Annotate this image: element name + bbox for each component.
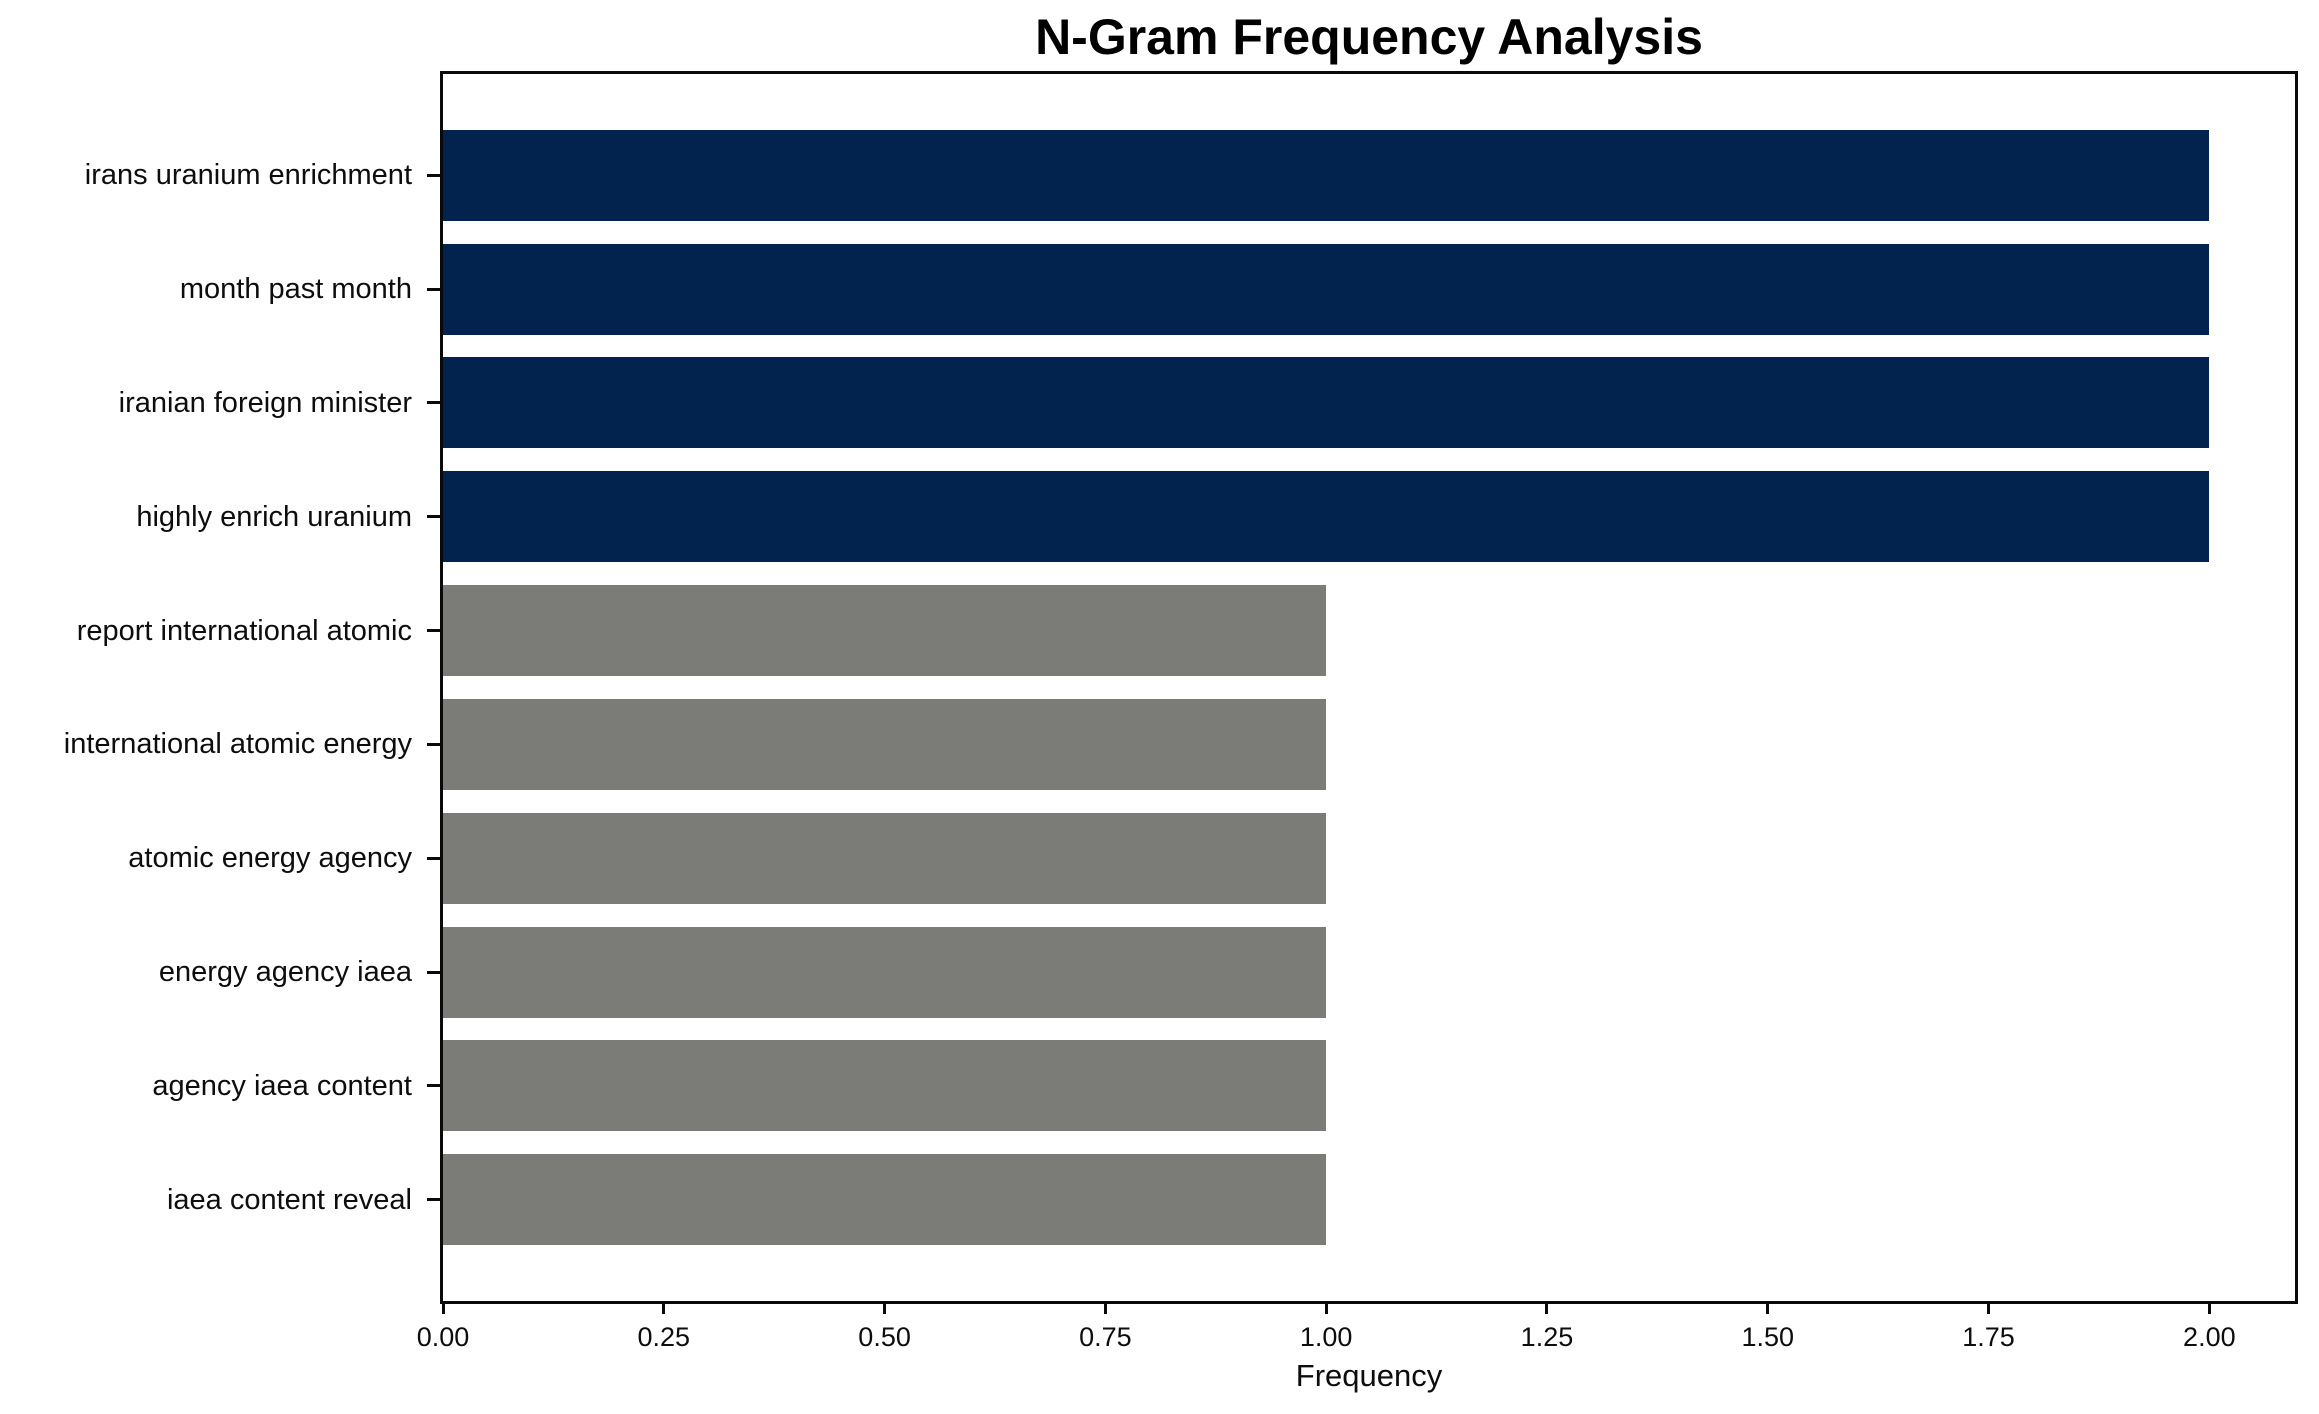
y-tick [427,1084,440,1088]
x-tick [1545,1301,1549,1314]
y-tick [427,401,440,405]
y-tick-label: international atomic energy [63,728,412,761]
bar-irans-uranium-enrichment [443,129,2210,221]
x-axis-label: Frequency [1295,1358,1443,1393]
bar-highly-enrich-uranium [443,471,2210,563]
bar-energy-agency-iaea [443,926,1327,1018]
x-tick [883,1301,887,1314]
y-tick [427,742,440,746]
bar-atomic-energy-agency [443,812,1327,904]
x-tick [662,1301,666,1314]
x-tick [1324,1301,1328,1314]
x-tick-label: 0.00 [416,1322,470,1352]
y-tick [427,515,440,519]
chart-title: N-Gram Frequency Analysis [1035,9,1703,65]
x-tick [2207,1301,2211,1314]
x-tick-label: 0.75 [1079,1322,1132,1352]
x-tick-label: 0.50 [858,1322,911,1352]
y-tick [427,1198,440,1202]
y-tick-label: irans uranium enrichment [84,159,412,192]
bar-report-international-atomic [443,585,1327,677]
bar-month-past-month [443,243,2210,335]
bar-international-atomic-energy [443,698,1327,790]
bar-agency-iaea-content [443,1040,1327,1132]
y-tick-label: atomic energy agency [128,842,412,875]
x-tick-label: 0.25 [637,1322,691,1352]
y-tick [427,970,440,974]
y-tick [427,856,440,860]
y-tick-label: highly enrich uranium [136,500,412,533]
y-tick-label: energy agency iaea [158,956,412,989]
y-tick-label: agency iaea content [152,1069,412,1102]
x-tick-label: 1.50 [1741,1322,1795,1352]
y-tick-label: month past month [179,273,412,306]
y-tick [427,629,440,633]
y-tick-label: iaea content reveal [166,1183,412,1216]
x-tick-label: 1.25 [1520,1322,1574,1352]
x-tick [1987,1301,1991,1314]
x-tick-label: 1.75 [1962,1322,2015,1352]
y-tick [427,173,440,177]
bar-iranian-foreign-minister [443,357,2210,449]
x-tick [1103,1301,1107,1314]
plot-area [440,71,2298,1304]
y-tick-label: iranian foreign minister [118,386,412,419]
x-tick [441,1301,445,1314]
bar-iaea-content-reveal [443,1154,1327,1246]
y-tick [427,287,440,291]
x-tick-label: 2.00 [2183,1322,2236,1352]
x-tick-label: 1.00 [1299,1322,1353,1352]
y-tick-label: report international atomic [76,614,412,647]
x-tick [1766,1301,1770,1314]
